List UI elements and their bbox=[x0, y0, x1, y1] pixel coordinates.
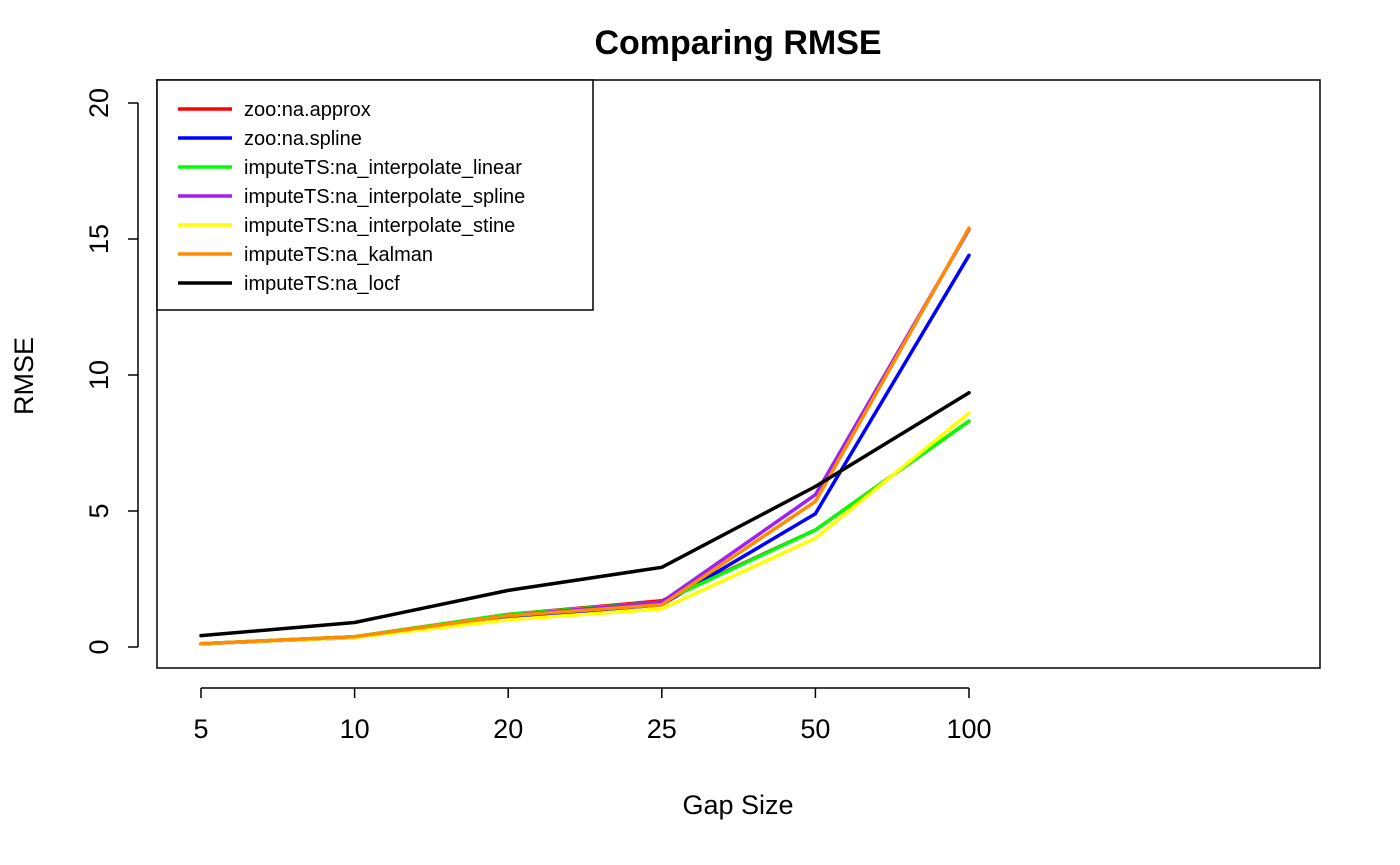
series-line-1 bbox=[199, 253, 971, 646]
y-axis-label: RMSE bbox=[9, 337, 39, 415]
x-axis-label: Gap Size bbox=[682, 790, 793, 820]
series-line-5 bbox=[199, 226, 971, 646]
y-tick-label: 0 bbox=[84, 639, 114, 654]
series-lines bbox=[199, 226, 971, 646]
legend-label-0: zoo:na.approx bbox=[244, 99, 371, 121]
y-tick-label: 10 bbox=[84, 360, 114, 390]
x-tick-label: 5 bbox=[193, 714, 208, 744]
legend-label-4: imputeTS:na_interpolate_stine bbox=[244, 215, 515, 237]
y-tick-label: 15 bbox=[84, 224, 114, 254]
y-axis: 0 5 10 15 20 bbox=[84, 88, 139, 655]
x-tick-label: 20 bbox=[493, 714, 523, 744]
x-tick-label: 100 bbox=[946, 714, 991, 744]
chart-title: Comparing RMSE bbox=[594, 24, 881, 62]
x-tick-label: 50 bbox=[800, 714, 830, 744]
legend: zoo:na.approx zoo:na.spline imputeTS:na_in… bbox=[156, 79, 594, 311]
legend-label-6: imputeTS:na_locf bbox=[244, 273, 400, 295]
legend-label-2: imputeTS:na_interpolate_linear bbox=[244, 157, 522, 179]
x-tick-label: 10 bbox=[340, 714, 370, 744]
legend-label-1: zoo:na.spline bbox=[244, 128, 362, 150]
y-tick-label: 20 bbox=[84, 88, 114, 118]
x-axis: 5 10 20 25 50 100 bbox=[193, 687, 992, 744]
y-tick-label: 5 bbox=[84, 503, 114, 518]
series-line-6 bbox=[199, 390, 971, 638]
legend-label-5: imputeTS:na_kalman bbox=[244, 244, 433, 266]
x-tick-label: 25 bbox=[647, 714, 677, 744]
legend-label-3: imputeTS:na_interpolate_spline bbox=[244, 186, 525, 208]
plot-area-frame bbox=[156, 79, 1321, 669]
